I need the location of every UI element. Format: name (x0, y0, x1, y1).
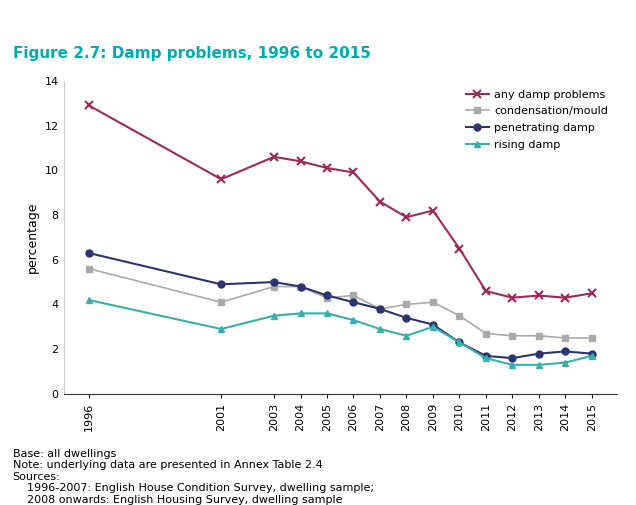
rising damp (562, 360, 569, 366)
any damp problems (350, 170, 357, 176)
condensation/mould (509, 333, 516, 339)
penetrating damp (85, 250, 93, 256)
penetrating damp (323, 292, 331, 298)
any damp problems (376, 198, 384, 205)
penetrating damp (482, 353, 490, 359)
rising damp (376, 326, 384, 332)
penetrating damp (588, 350, 595, 357)
condensation/mould (270, 283, 278, 289)
rising damp (509, 362, 516, 368)
rising damp (403, 333, 410, 339)
any damp problems (455, 245, 463, 251)
any damp problems (482, 288, 490, 294)
rising damp (270, 313, 278, 319)
penetrating damp (218, 281, 225, 287)
penetrating damp (429, 322, 437, 328)
condensation/mould (85, 266, 93, 272)
rising damp (350, 317, 357, 323)
Line: any damp problems: any damp problems (85, 101, 596, 302)
condensation/mould (297, 283, 305, 289)
condensation/mould (403, 301, 410, 308)
any damp problems (270, 154, 278, 160)
condensation/mould (535, 333, 543, 339)
any damp problems (588, 290, 595, 296)
condensation/mould (218, 299, 225, 305)
rising damp (218, 326, 225, 332)
penetrating damp (270, 279, 278, 285)
penetrating damp (403, 315, 410, 321)
rising damp (535, 362, 543, 368)
penetrating damp (455, 339, 463, 345)
any damp problems (218, 176, 225, 182)
condensation/mould (455, 313, 463, 319)
Line: penetrating damp: penetrating damp (85, 249, 595, 362)
Line: rising damp: rising damp (85, 296, 595, 368)
rising damp (429, 324, 437, 330)
any damp problems (403, 214, 410, 220)
rising damp (297, 311, 305, 317)
Text: Figure 2.7: Damp problems, 1996 to 2015: Figure 2.7: Damp problems, 1996 to 2015 (13, 45, 371, 61)
any damp problems (429, 208, 437, 214)
condensation/mould (323, 295, 331, 301)
penetrating damp (297, 283, 305, 289)
any damp problems (535, 292, 543, 298)
Text: Base: all dwellings
Note: underlying data are presented in Annex Table 2.4
Sourc: Base: all dwellings Note: underlying dat… (13, 448, 374, 505)
Legend: any damp problems, condensation/mould, penetrating damp, rising damp: any damp problems, condensation/mould, p… (463, 86, 611, 153)
rising damp (482, 355, 490, 361)
rising damp (455, 339, 463, 345)
rising damp (85, 297, 93, 303)
any damp problems (323, 165, 331, 171)
condensation/mould (562, 335, 569, 341)
any damp problems (509, 295, 516, 301)
penetrating damp (350, 299, 357, 305)
penetrating damp (562, 348, 569, 355)
penetrating damp (535, 350, 543, 357)
rising damp (323, 311, 331, 317)
condensation/mould (482, 330, 490, 336)
penetrating damp (376, 306, 384, 312)
condensation/mould (350, 292, 357, 298)
condensation/mould (429, 299, 437, 305)
any damp problems (85, 103, 93, 109)
condensation/mould (588, 335, 595, 341)
condensation/mould (376, 306, 384, 312)
any damp problems (297, 158, 305, 164)
Line: condensation/mould: condensation/mould (86, 266, 595, 341)
rising damp (588, 353, 595, 359)
Y-axis label: percentage: percentage (26, 201, 39, 273)
any damp problems (562, 295, 569, 301)
penetrating damp (509, 355, 516, 361)
